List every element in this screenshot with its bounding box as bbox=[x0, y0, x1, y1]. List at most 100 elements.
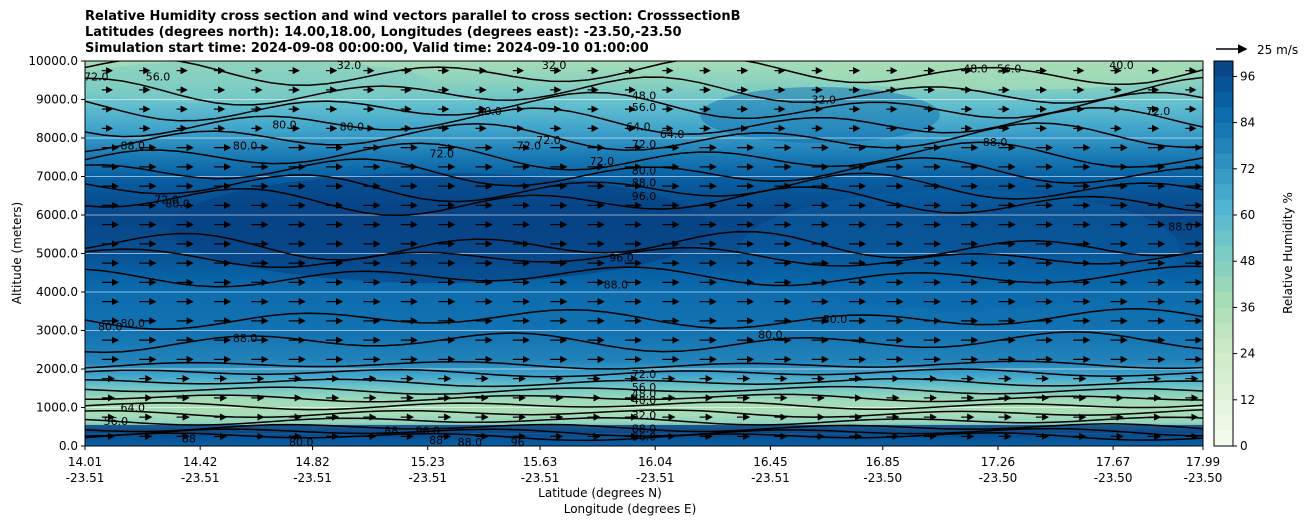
contour-label: 80.0 bbox=[165, 197, 190, 210]
x-tick-label-lon: -23.50 bbox=[979, 471, 1018, 485]
x-tick-label-lon: -23.50 bbox=[1184, 471, 1223, 485]
contour-label: 80.0 bbox=[98, 321, 123, 334]
contour-label: 88 bbox=[429, 434, 443, 447]
x-tick-label-lat: 17.26 bbox=[981, 455, 1015, 469]
colorbar-label: Relative Humidity % bbox=[1281, 192, 1295, 314]
colorbar-band bbox=[1214, 199, 1233, 215]
contour-lines bbox=[85, 61, 1203, 442]
contour-line bbox=[85, 61, 1203, 87]
colorbar-tick-label: 84 bbox=[1240, 116, 1255, 130]
colorbar-band bbox=[1214, 153, 1233, 169]
x-axis-label-latitude: Latitude (degrees N) bbox=[538, 486, 662, 500]
y-tick-label: 8000.0 bbox=[36, 131, 78, 145]
y-tick-label: 0.0 bbox=[59, 439, 78, 453]
contour-line bbox=[85, 246, 1203, 269]
colorbar-band bbox=[1214, 61, 1233, 77]
colorbar-band bbox=[1214, 322, 1233, 339]
colorbar-band bbox=[1214, 168, 1233, 185]
contour-label: 64.0 bbox=[121, 402, 146, 415]
quiver-key: 25 m/s bbox=[1216, 43, 1298, 57]
contour-line bbox=[85, 378, 1203, 388]
y-tick-label: 9000.0 bbox=[36, 93, 78, 107]
x-tick-label-lat: 16.04 bbox=[638, 455, 672, 469]
contour-label: 88 bbox=[384, 425, 398, 438]
contour-line bbox=[85, 360, 1203, 370]
colorbar-band bbox=[1214, 76, 1233, 92]
colorbar-tick-label: 96 bbox=[1240, 69, 1255, 83]
colorbar-band bbox=[1214, 307, 1233, 323]
contour-label: 80.0 bbox=[758, 328, 783, 341]
x-tick-label-lat: 17.99 bbox=[1186, 455, 1220, 469]
title-line-1: Relative Humidity cross section and wind… bbox=[85, 9, 741, 24]
colorbar-bands bbox=[1214, 61, 1233, 446]
contour-label: 80.0 bbox=[289, 436, 314, 449]
x-tick-label-lat: 16.85 bbox=[866, 455, 900, 469]
contour-label: 72.0 bbox=[1146, 105, 1171, 118]
wind-vectors bbox=[101, 67, 1203, 440]
contour-label: 96.0 bbox=[415, 425, 440, 438]
colorbar-band bbox=[1214, 399, 1233, 416]
y-tick-label: 3000.0 bbox=[36, 324, 78, 338]
contour-line bbox=[85, 230, 1203, 261]
x-tick-label-lat: 15.63 bbox=[523, 455, 557, 469]
contour-label: 88.0 bbox=[632, 423, 657, 436]
x-tick-label-lon: -23.51 bbox=[751, 471, 790, 485]
contour-label: 32.0 bbox=[337, 59, 362, 72]
contour-label: 96.0 bbox=[632, 190, 657, 203]
x-tick-label-lat: 16.45 bbox=[753, 455, 787, 469]
contour-label: 88 bbox=[182, 432, 196, 445]
contour-line bbox=[85, 91, 1203, 122]
y-tick-label: 6000.0 bbox=[36, 208, 78, 222]
contour-label: 56.0 bbox=[104, 415, 129, 428]
contour-line bbox=[85, 156, 1203, 187]
contour-label: 32.0 bbox=[812, 94, 837, 107]
colorbar-band bbox=[1214, 245, 1233, 262]
contour-label: 88.0 bbox=[233, 332, 258, 345]
contour-label: 80.0 bbox=[272, 119, 297, 132]
contour-label: 32.0 bbox=[542, 59, 567, 72]
colorbar-tick-label: 72 bbox=[1240, 162, 1255, 176]
x-tick-label-lon: -23.51 bbox=[293, 471, 332, 485]
colorbar-band bbox=[1214, 415, 1233, 431]
contour-line bbox=[85, 368, 1203, 378]
quiver-key-label: 25 m/s bbox=[1257, 43, 1298, 57]
contour-label: 96.0 bbox=[632, 430, 657, 443]
plot-area: 72.0 56.032.0 32.048.056.064.064.072.080.0… bbox=[84, 59, 1204, 449]
y-axis: 0.0 1000.0 2000.0 3000.0 4000.0 5000.0 6000.0 7… bbox=[28, 54, 85, 453]
contour-label: 88.0 bbox=[632, 176, 657, 189]
moist-core-mid bbox=[170, 173, 710, 283]
contour-label: 72.0 bbox=[536, 134, 561, 147]
contour-line bbox=[85, 423, 1203, 433]
contour-label: 80.0 bbox=[823, 313, 848, 326]
x-axis-label-longitude: Longitude (degrees E) bbox=[564, 502, 697, 516]
contour-label: 56.0 bbox=[997, 63, 1022, 76]
contour-line bbox=[85, 307, 1203, 330]
x-tick-label-lat: 17.67 bbox=[1096, 455, 1130, 469]
contour-label: 72.0 bbox=[429, 147, 454, 160]
contour-label: 72.0 bbox=[590, 155, 615, 168]
contour-label: 72.0 bbox=[517, 140, 542, 153]
contour-label: 56.0 bbox=[632, 101, 657, 114]
colorbar-band bbox=[1214, 369, 1233, 385]
contour-label: 40.0 bbox=[1109, 59, 1134, 72]
moist-core-upper-right bbox=[700, 87, 940, 143]
contour-line bbox=[85, 107, 1203, 138]
contour-label: 64.0 bbox=[660, 128, 685, 141]
contour-line bbox=[85, 331, 1203, 354]
colorbar-band bbox=[1214, 230, 1233, 246]
contour-label: 88.0 bbox=[1168, 221, 1193, 234]
title-line-3: Simulation start time: 2024-09-08 00:00:… bbox=[85, 41, 649, 56]
colorbar-tick-label: 48 bbox=[1240, 254, 1255, 268]
colorbar-band bbox=[1214, 276, 1233, 292]
x-tick-label-lon: -23.51 bbox=[181, 471, 220, 485]
y-axis-label: Altitude (meters) bbox=[10, 202, 24, 304]
contour-label: 80.0 bbox=[233, 140, 258, 153]
contour-label: 80.0 bbox=[121, 317, 146, 330]
x-tick-label-lat: 14.01 bbox=[68, 455, 102, 469]
contour-label: 88.0 bbox=[121, 140, 146, 153]
contour-line bbox=[85, 265, 1203, 288]
contour-label: 80.0 bbox=[632, 165, 657, 178]
contour-line bbox=[85, 416, 1203, 426]
contour-line bbox=[85, 401, 1203, 411]
colorbar-band bbox=[1214, 215, 1233, 231]
